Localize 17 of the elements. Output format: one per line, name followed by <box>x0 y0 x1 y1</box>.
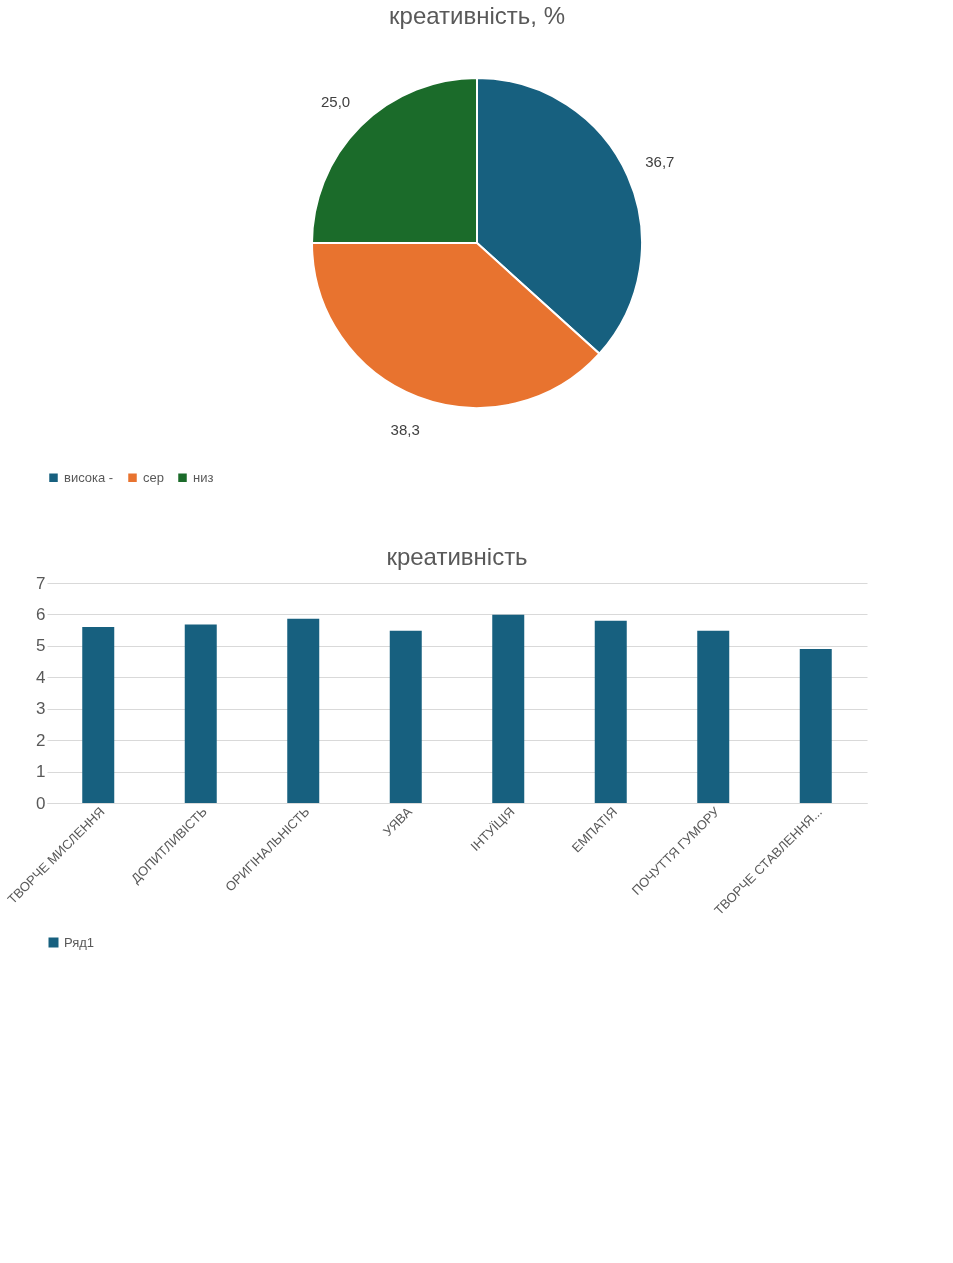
y-tick-label: 7 <box>36 573 46 593</box>
legend-label: сер <box>143 469 164 485</box>
data-label: 38,3 <box>390 420 420 438</box>
legend-label: низ <box>193 469 214 485</box>
chart-title: креативність, % <box>389 2 565 29</box>
y-tick-label: 2 <box>36 730 46 750</box>
data-label: 36,7 <box>645 152 675 170</box>
chart-title: креативність <box>386 543 528 570</box>
y-tick-label: 6 <box>36 604 46 624</box>
legend-label: Ряд1 <box>64 934 95 950</box>
y-tick-label: 1 <box>36 762 46 782</box>
y-tick-label: 5 <box>36 636 46 656</box>
y-tick-label: 0 <box>36 793 46 813</box>
legend-label: висока - <box>64 469 114 485</box>
data-label: 25,0 <box>320 92 351 110</box>
y-tick-label: 4 <box>36 667 46 687</box>
y-tick-label: 3 <box>36 699 46 719</box>
